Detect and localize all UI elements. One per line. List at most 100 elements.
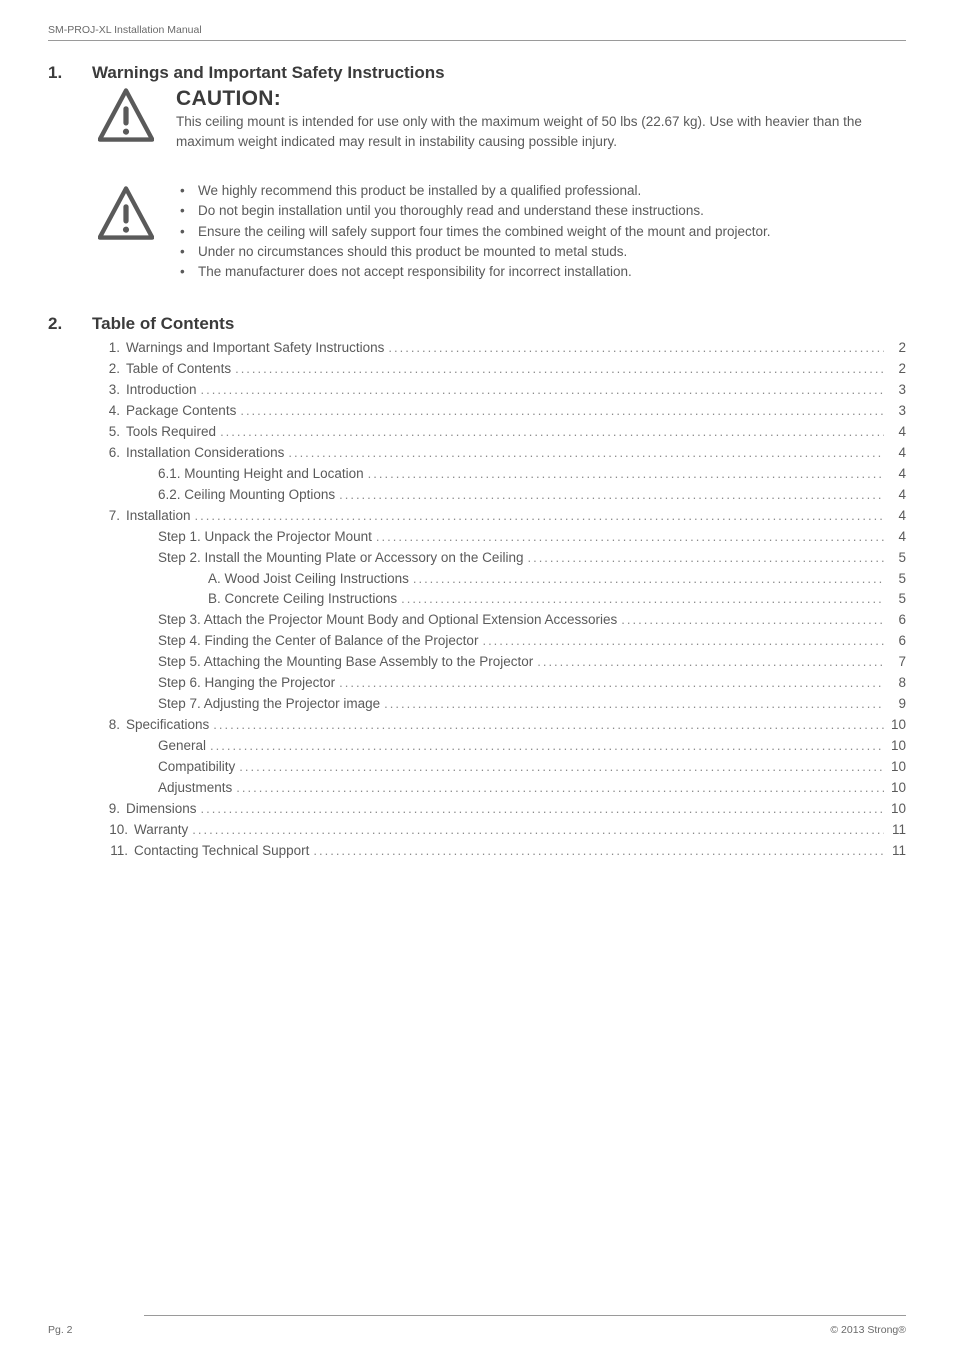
toc-leader (235, 359, 884, 379)
toc-leader (201, 380, 884, 400)
toc-label: Warnings and Important Safety Instructio… (126, 338, 388, 359)
toc-leader (527, 548, 884, 568)
footer-rule (144, 1315, 906, 1316)
toc-leader (339, 673, 884, 693)
warning-item: The manufacturer does not accept respons… (176, 262, 771, 282)
toc-page: 4 (884, 422, 906, 443)
toc-page: 6 (884, 610, 906, 631)
footer-row: Pg. 2 © 2013 Strong® (48, 1324, 906, 1336)
toc-page: 6 (884, 631, 906, 652)
toc-number: 3. (98, 380, 126, 401)
toc-page: 7 (884, 652, 906, 673)
page-header: SM-PROJ-XL Installation Manual (48, 24, 906, 41)
caution-block: CAUTION: This ceiling mount is intended … (98, 87, 906, 151)
toc-leader (192, 820, 884, 840)
toc-page: 5 (884, 569, 906, 590)
toc-leader (288, 443, 884, 463)
toc-label: 6.2. Ceiling Mounting Options (158, 485, 339, 506)
warning-item: Under no circumstances should this produ… (176, 242, 771, 262)
toc-entry: 2.Table of Contents2 (98, 359, 906, 380)
warning-block: We highly recommend this product be inst… (98, 179, 906, 282)
toc-entry: 5.Tools Required4 (98, 422, 906, 443)
toc-leader (388, 338, 884, 358)
toc-leader (376, 527, 884, 547)
toc-label: Installation Considerations (126, 443, 288, 464)
toc-leader (213, 715, 884, 735)
toc-entry: Step 6. Hanging the Projector 8 (98, 673, 906, 694)
toc-number: 6. (98, 443, 126, 464)
toc-entry: A. Wood Joist Ceiling Instructions5 (98, 569, 906, 590)
toc-leader (236, 778, 884, 798)
caution-body: This ceiling mount is intended for use o… (176, 112, 906, 151)
toc-entry: B. Concrete Ceiling Instructions5 (98, 589, 906, 610)
toc-page: 9 (884, 694, 906, 715)
toc-label: Warranty (134, 820, 192, 841)
toc-number: 4. (98, 401, 126, 422)
toc-page: 4 (884, 527, 906, 548)
page: SM-PROJ-XL Installation Manual 1. Warnin… (0, 0, 954, 1350)
toc-leader (239, 757, 884, 777)
toc-number: 9. (98, 799, 126, 820)
toc-number: 11. (98, 841, 134, 862)
toc-leader (368, 464, 884, 484)
toc-entry: 11.Contacting Technical Support 11 (98, 841, 906, 862)
toc-page: 10 (884, 715, 906, 736)
caution-text: CAUTION: This ceiling mount is intended … (176, 87, 906, 151)
toc-leader (482, 631, 884, 651)
section-number: 1. (48, 63, 70, 83)
toc-leader (210, 736, 884, 756)
toc-entry: General10 (98, 736, 906, 757)
toc-label: General (158, 736, 210, 757)
toc-entry: 9.Dimensions10 (98, 799, 906, 820)
toc-page: 4 (884, 464, 906, 485)
warning-triangle-icon (98, 87, 154, 151)
toc-leader (201, 799, 884, 819)
toc-number: 7. (98, 506, 126, 527)
toc-entry: 1.Warnings and Important Safety Instruct… (98, 338, 906, 359)
caution-heading: CAUTION: (176, 87, 906, 111)
toc-entry: Adjustments 10 (98, 778, 906, 799)
warning-item: We highly recommend this product be inst… (176, 181, 771, 201)
toc-entry: Step 4. Finding the Center of Balance of… (98, 631, 906, 652)
toc-entry: Compatibility10 (98, 757, 906, 778)
toc-label: Step 6. Hanging the Projector (158, 673, 339, 694)
toc-entry: Step 5. Attaching the Mounting Base Asse… (98, 652, 906, 673)
toc-label: Step 1. Unpack the Projector Mount (158, 527, 376, 548)
toc-label: Adjustments (158, 778, 236, 799)
toc-page: 8 (884, 673, 906, 694)
toc-page: 3 (884, 380, 906, 401)
toc-page: 4 (884, 485, 906, 506)
toc-leader (401, 589, 884, 609)
warning-triangle-icon (98, 179, 154, 246)
toc-entry: 3.Introduction3 (98, 380, 906, 401)
toc-label: Step 7. Adjusting the Projector image (158, 694, 384, 715)
toc-leader (621, 610, 884, 630)
section-2-heading: 2. Table of Contents (48, 314, 906, 334)
toc-entry: Step 2. Install the Mounting Plate or Ac… (98, 548, 906, 569)
toc-label: Contacting Technical Support (134, 841, 313, 862)
toc-page: 10 (884, 778, 906, 799)
toc-page: 11 (884, 841, 906, 862)
toc-entry: 6.Installation Considerations4 (98, 443, 906, 464)
table-of-contents: 1.Warnings and Important Safety Instruct… (98, 338, 906, 861)
toc-label: Dimensions (126, 799, 201, 820)
doc-title: SM-PROJ-XL Installation Manual (48, 24, 202, 36)
toc-label: Package Contents (126, 401, 240, 422)
toc-entry: Step 3. Attach the Projector Mount Body … (98, 610, 906, 631)
toc-page: 2 (884, 338, 906, 359)
toc-leader (413, 569, 884, 589)
toc-label: Step 3. Attach the Projector Mount Body … (158, 610, 621, 631)
warning-item: Do not begin installation until you thor… (176, 201, 771, 221)
toc-leader (220, 422, 884, 442)
section-title: Table of Contents (92, 314, 234, 334)
toc-entry: 7.Installation4 (98, 506, 906, 527)
toc-label: 6.1. Mounting Height and Location (158, 464, 368, 485)
toc-page: 5 (884, 548, 906, 569)
toc-leader (384, 694, 884, 714)
toc-leader (195, 506, 884, 526)
toc-entry: 10.Warranty11 (98, 820, 906, 841)
toc-number: 10. (98, 820, 134, 841)
toc-page: 5 (884, 589, 906, 610)
toc-label: Tools Required (126, 422, 220, 443)
warning-list: We highly recommend this product be inst… (176, 179, 771, 282)
